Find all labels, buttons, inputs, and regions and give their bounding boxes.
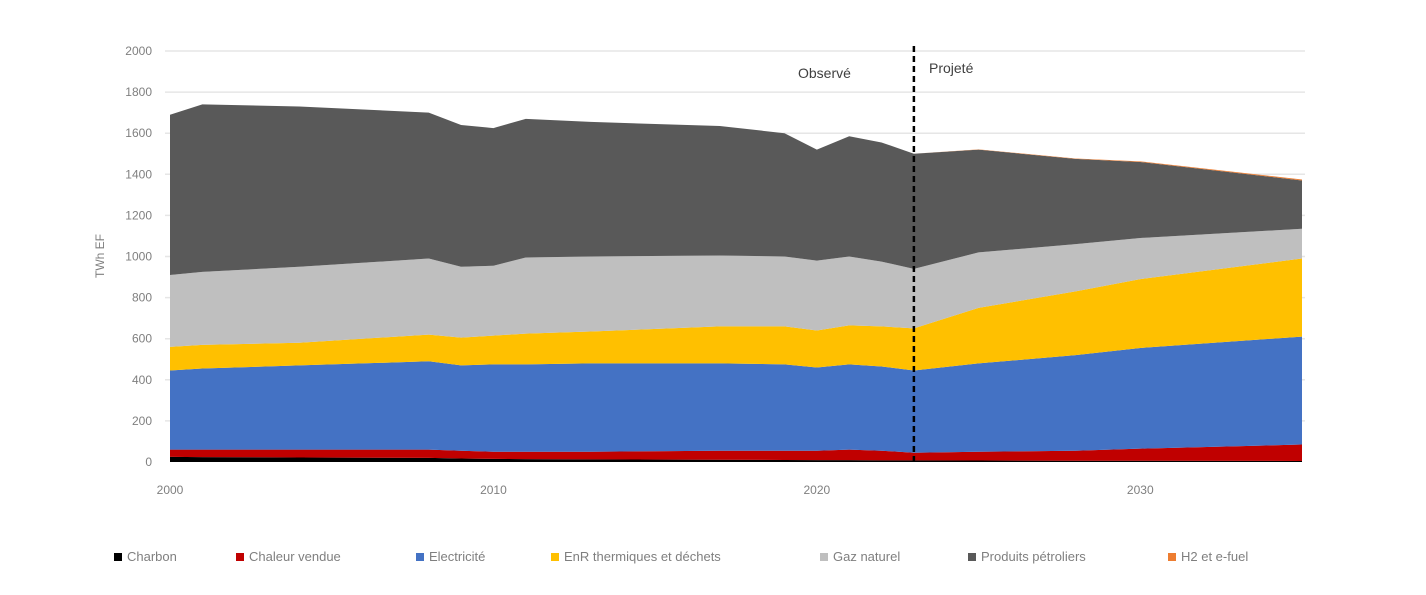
legend-item: Chaleur vendue [236,549,341,564]
legend-swatch [114,552,122,561]
y-tick-label: 800 [132,291,152,305]
area-electricit- [170,336,1302,453]
legend-label: Chaleur vendue [249,549,341,564]
legend-label: Electricité [429,549,486,564]
legend-label: Gaz naturel [833,549,901,564]
legend-item: Gaz naturel [820,549,900,564]
legend-swatch [1168,552,1176,561]
legend-label: EnR thermiques et déchets [564,549,721,564]
area-chaleur-vendue [170,444,1302,461]
y-tick-label: 1400 [125,167,152,181]
y-tick-label: 1600 [125,126,152,140]
legend-label: Charbon [127,549,177,564]
area-gaz-naturel [170,228,1302,347]
projected-annotation: Projeté [929,60,974,76]
y-tick-label: 600 [132,332,152,346]
area-produits-p-troliers [170,104,1302,275]
legend-item: EnR thermiques et déchets [551,549,721,564]
y-tick-label: 0 [145,455,152,469]
area-series [170,104,1302,462]
legend-label: Produits pétroliers [981,549,1086,564]
y-axis-ticks: 0 200 400 600 800 1000 1200 1400 1600 1800 2000 [125,44,152,469]
legend-item: Charbon [114,549,177,564]
legend-swatch [416,552,424,561]
legend-swatch [820,552,828,561]
x-tick-label: 2030 [1127,483,1154,497]
legend-item: Produits pétroliers [968,549,1086,564]
area-enr-thermiques-et-d-chets [170,258,1302,371]
y-axis-label: TWh EF [93,234,107,278]
legend-swatch [236,552,244,561]
area-charbon [170,456,1302,462]
legend-item: H2 et e-fuel [1168,549,1248,564]
x-tick-label: 2010 [480,483,507,497]
legend-item: Electricité [416,549,485,564]
legend-swatch [968,552,976,561]
y-tick-label: 1200 [125,208,152,222]
x-axis-ticks: 2000 2010 2020 2030 [157,483,1154,497]
y-tick-label: 1800 [125,85,152,99]
y-tick-label: 2000 [125,44,152,58]
legend-label: H2 et e-fuel [1181,549,1249,564]
y-tick-label: 400 [132,373,152,387]
x-tick-label: 2020 [804,483,831,497]
y-tick-label: 200 [132,414,152,428]
x-tick-label: 2000 [157,483,184,497]
observed-annotation: Observé [798,65,851,81]
legend: Charbon Chaleur vendue Electricité EnR ther… [0,549,1426,569]
y-tick-label: 1000 [125,250,152,264]
legend-swatch [551,552,559,561]
